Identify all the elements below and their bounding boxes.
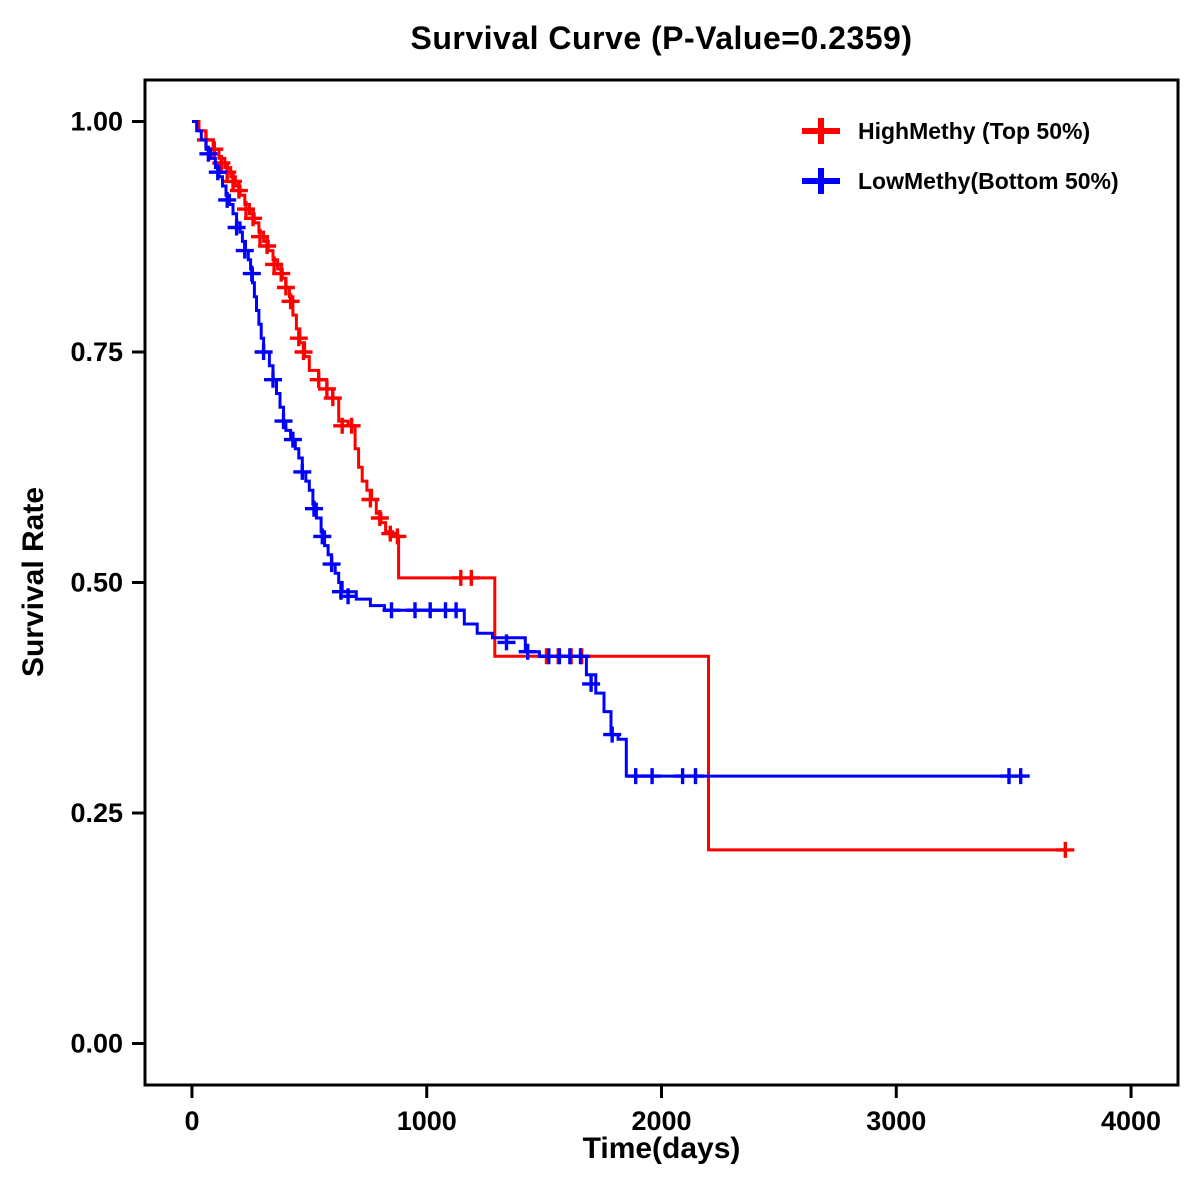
legend-item-lowmethy: LowMethy(Bottom 50%) [798, 162, 1119, 200]
y-tick-label: 0.50 [70, 568, 123, 598]
legend-label-highmethy: HighMethy (Top 50%) [858, 117, 1091, 144]
highmethy-plus-icon [802, 118, 840, 144]
y-tick-label: 0.75 [70, 337, 123, 367]
lowmethy-plus-icon [802, 168, 840, 194]
x-axis-label: Time(days) [582, 1132, 741, 1165]
y-tick-label: 0.25 [70, 798, 123, 828]
y-tick-label: 1.00 [70, 106, 123, 136]
series-line-1 [192, 120, 1021, 778]
x-tick-label: 4000 [1101, 1106, 1161, 1136]
series-line-0 [192, 120, 1066, 852]
series-censor-marks-0 [197, 131, 1075, 858]
x-tick-label: 2000 [631, 1106, 691, 1136]
x-tick-label: 0 [184, 1106, 199, 1136]
legend-label-lowmethy: LowMethy(Bottom 50%) [858, 167, 1119, 194]
legend-item-highmethy: HighMethy (Top 50%) [798, 112, 1119, 150]
chart-title: Survival Curve (P-Value=0.2359) [410, 20, 913, 56]
plot-border [143, 78, 1180, 1087]
legend: HighMethy (Top 50%) LowMethy(Bottom 50%) [798, 112, 1119, 200]
x-tick-label: 3000 [866, 1106, 926, 1136]
y-tick-label: 0.00 [70, 1029, 123, 1059]
x-tick-label: 1000 [397, 1106, 457, 1136]
series-censor-marks-1 [199, 145, 1030, 785]
y-axis-label: Survival Rate [17, 486, 50, 678]
